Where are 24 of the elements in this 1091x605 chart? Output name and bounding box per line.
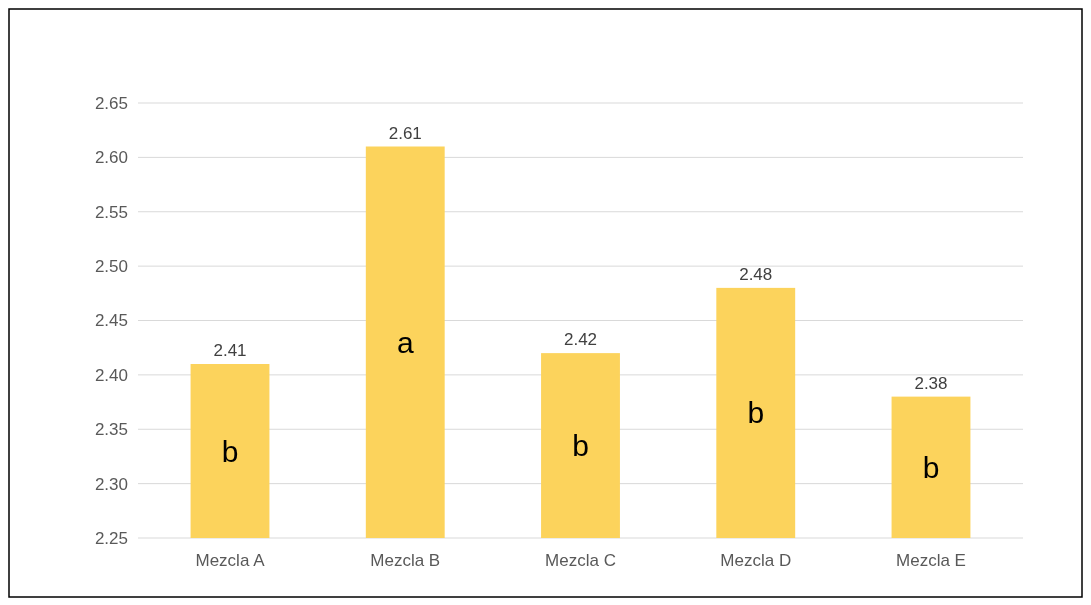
- y-tick-label: 2.60: [94, 148, 128, 168]
- annotation: b: [221, 434, 239, 468]
- y-tick-label: 2.25: [94, 528, 128, 548]
- data-label: 2.48: [739, 264, 773, 284]
- data-label: 2.61: [388, 123, 422, 143]
- annotation: b: [922, 450, 940, 484]
- annotation: b: [572, 429, 589, 463]
- data-label: 2.38: [914, 373, 948, 393]
- x-tick-label: Mezcla D: [720, 551, 792, 570]
- data-label: 2.41: [213, 341, 247, 360]
- x-tick-label: Mezcla A: [195, 551, 266, 570]
- x-tick-label: Mezcla C: [545, 551, 616, 570]
- y-tick-label: 2.40: [94, 365, 128, 385]
- x-tick-label: Mezcla E: [896, 551, 966, 570]
- y-tick-label: 2.65: [94, 93, 128, 113]
- annotation: a: [396, 325, 414, 359]
- y-tick-label: 2.45: [94, 311, 128, 331]
- x-tick-label: Mezcla B: [370, 551, 441, 570]
- y-tick-label: 2.35: [94, 420, 128, 440]
- y-tick-label: 2.30: [94, 474, 128, 494]
- annotation: b: [747, 396, 765, 430]
- y-tick-label: 2.55: [94, 202, 128, 222]
- data-label: 2.42: [563, 330, 598, 350]
- y-tick-label: 2.50: [94, 257, 128, 277]
